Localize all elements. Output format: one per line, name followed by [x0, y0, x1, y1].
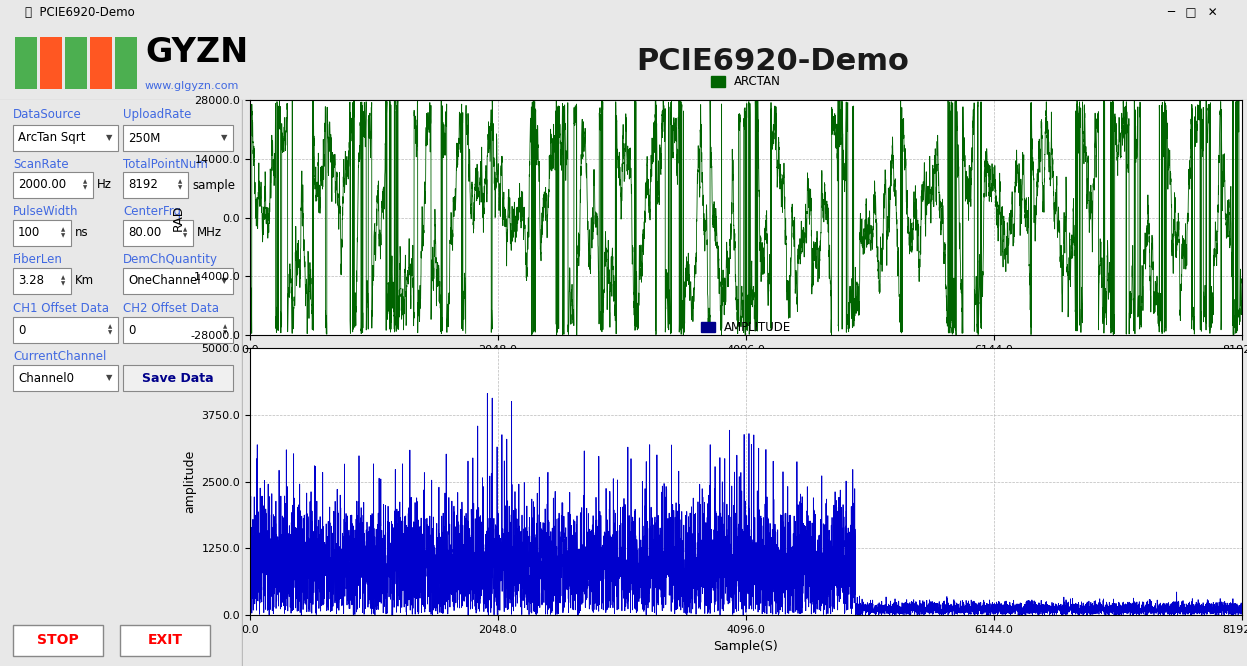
Text: CurrentChannel: CurrentChannel [12, 350, 106, 363]
Text: DemChQuantity: DemChQuantity [123, 253, 218, 266]
Text: ▲: ▲ [183, 228, 187, 232]
Text: 0: 0 [17, 324, 25, 336]
Text: CenterFrq: CenterFrq [123, 205, 181, 218]
Text: Km: Km [75, 274, 94, 288]
Text: ▼: ▼ [106, 374, 112, 382]
Text: UploadRate: UploadRate [123, 108, 191, 121]
Text: PulseWidth: PulseWidth [12, 205, 79, 218]
Text: Channel0: Channel0 [17, 372, 74, 384]
Bar [123, 365, 233, 391]
Text: 250M: 250M [128, 131, 161, 145]
Text: ▼: ▼ [178, 186, 182, 190]
Bar [40, 37, 62, 89]
Bar [123, 268, 233, 294]
Bar [12, 317, 118, 343]
Text: EXIT: EXIT [147, 633, 182, 647]
Bar [12, 125, 118, 151]
Legend: AMPLITUDE: AMPLITUDE [696, 316, 796, 339]
Text: ScanRate: ScanRate [12, 158, 69, 171]
Bar [115, 37, 137, 89]
Text: ─   □   ✕: ─ □ ✕ [1167, 7, 1217, 19]
Text: ⯀  PCIE6920-Demo: ⯀ PCIE6920-Demo [25, 7, 135, 19]
Text: CH2 Offset Data: CH2 Offset Data [123, 302, 219, 315]
Bar [120, 625, 209, 656]
Bar [90, 37, 112, 89]
Text: www.glgyzn.com: www.glgyzn.com [145, 81, 239, 91]
Text: ▲: ▲ [84, 180, 87, 184]
Text: FiberLen: FiberLen [12, 253, 62, 266]
Text: TotalPointNum: TotalPointNum [123, 158, 208, 171]
Legend: ARCTAN: ARCTAN [706, 71, 786, 93]
Text: 100: 100 [17, 226, 40, 240]
Text: ▲: ▲ [223, 324, 227, 330]
Text: ▼: ▼ [61, 234, 65, 238]
Bar [123, 125, 233, 151]
Text: ▼: ▼ [221, 133, 227, 143]
Text: 8192: 8192 [128, 178, 158, 192]
Text: ▼: ▼ [84, 186, 87, 190]
Bar [123, 317, 233, 343]
Text: MHz: MHz [197, 226, 222, 240]
Bar [65, 37, 87, 89]
X-axis label: Sample(S): Sample(S) [713, 360, 778, 373]
Text: 3.28: 3.28 [17, 274, 44, 288]
Text: ▲: ▲ [178, 180, 182, 184]
Bar [12, 172, 94, 198]
Bar [12, 625, 104, 656]
Bar [15, 37, 37, 89]
Text: DataSource: DataSource [12, 108, 82, 121]
Text: 80.00: 80.00 [128, 226, 161, 240]
Bar [12, 365, 118, 391]
Y-axis label: amplitude: amplitude [183, 450, 196, 513]
Text: Hz: Hz [97, 178, 112, 192]
Text: ▼: ▼ [221, 276, 227, 286]
Text: ▲: ▲ [61, 228, 65, 232]
Bar [12, 268, 71, 294]
Text: ▼: ▼ [108, 330, 112, 336]
Text: ▼: ▼ [61, 282, 65, 286]
Text: ▼: ▼ [183, 234, 187, 238]
Text: 0: 0 [128, 324, 136, 336]
Bar [12, 220, 71, 246]
Text: 2000.00: 2000.00 [17, 178, 66, 192]
Text: sample: sample [192, 178, 234, 192]
Text: OneChannel: OneChannel [128, 274, 201, 288]
Text: GYZN: GYZN [145, 37, 248, 69]
Text: ▲: ▲ [61, 276, 65, 280]
X-axis label: Sample(S): Sample(S) [713, 640, 778, 653]
Text: ArcTan Sqrt: ArcTan Sqrt [17, 131, 86, 145]
Bar [123, 172, 188, 198]
Text: CH1 Offset Data: CH1 Offset Data [12, 302, 108, 315]
Text: ▲: ▲ [108, 324, 112, 330]
Text: PCIE6920-Demo: PCIE6920-Demo [637, 47, 909, 77]
Text: ns: ns [75, 226, 89, 240]
Text: ▼: ▼ [223, 330, 227, 336]
Text: Save Data: Save Data [142, 372, 213, 384]
Text: STOP: STOP [37, 633, 79, 647]
Y-axis label: RAD: RAD [172, 204, 185, 230]
Text: ▼: ▼ [106, 133, 112, 143]
Bar [123, 220, 193, 246]
